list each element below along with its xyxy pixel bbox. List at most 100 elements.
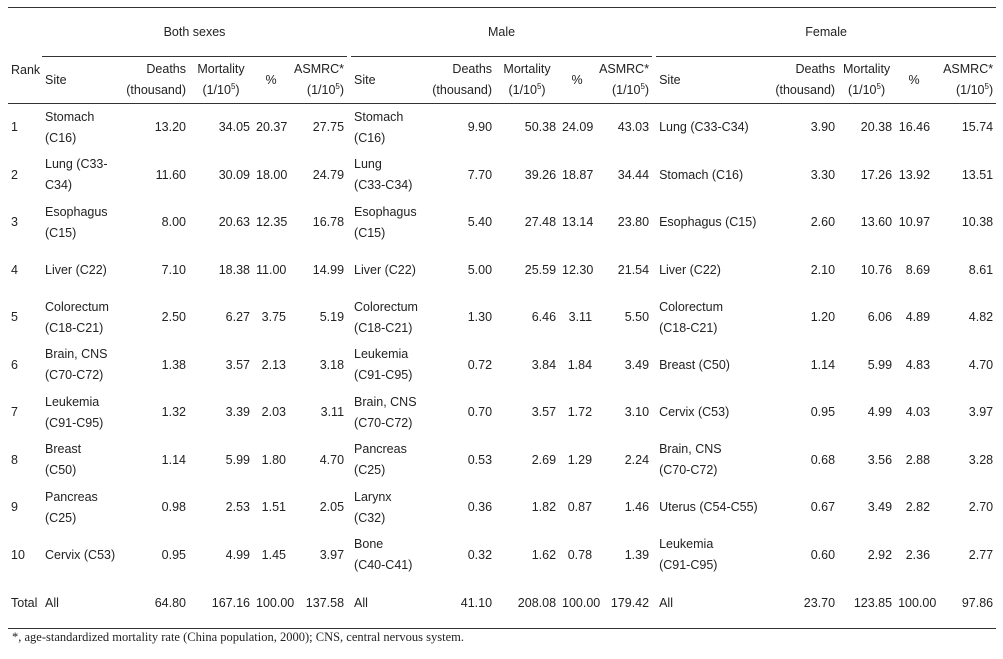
asmrc-cell: 16.78 <box>312 215 345 230</box>
site-name: Lung <box>354 157 382 172</box>
site-cell: Cervix (C53) <box>42 532 119 580</box>
site-cell: Liver (C22) <box>351 247 427 295</box>
table-row: 5 Colorectum (C18-C21) 2.50 6.27 3.75 5.19 Colo… <box>8 294 996 342</box>
site-cell: Stomach (C16) <box>42 104 119 152</box>
deaths-cell: 5.00 <box>467 262 493 277</box>
mortality-cell: 2.92 <box>867 547 893 562</box>
site-cell: Pancreas (C25) <box>351 437 427 485</box>
footnote: *, age-standardized mortality rate (Chin… <box>12 630 464 644</box>
site-name: Esophagus <box>45 204 108 219</box>
rank-cell: 8 <box>11 452 18 467</box>
site-cell: Liver (C22) <box>656 247 766 295</box>
asmrc-cell: 14.99 <box>312 262 345 277</box>
deaths-cell: 0.67 <box>810 500 836 515</box>
site-name: Leukemia <box>45 394 100 409</box>
pct-cell: 4.83 <box>905 357 931 372</box>
site-name: Leukemia <box>659 537 714 552</box>
site-name: Lung (C33-C34) <box>659 120 749 135</box>
deaths-cell: 0.32 <box>467 547 493 562</box>
asmrc-cell: 3.97 <box>319 547 345 562</box>
site-cell: Cervix (C53) <box>656 389 766 437</box>
deaths-cell: 2.60 <box>810 215 836 230</box>
deaths-cell: 9.90 <box>467 120 493 135</box>
col-asmrc: ASMRC* (1/105) <box>599 62 650 97</box>
asmrc-cell: 4.70 <box>968 357 994 372</box>
rank-cell: 5 <box>11 310 18 325</box>
pct-cell: 18.00 <box>256 167 288 182</box>
site-name: Larynx <box>354 489 392 504</box>
site-code: (C70-C72) <box>659 463 718 478</box>
col-mortality: Mortality (1/105) <box>197 62 245 97</box>
mortality-table: Rank Both sexes Male Female Site Deaths(… <box>8 7 997 629</box>
deaths-cell: 1.30 <box>467 310 493 325</box>
pct-cell: 2.88 <box>905 452 931 467</box>
asmrc-cell: 3.97 <box>968 405 994 420</box>
pct-cell: 100.00 <box>559 579 600 629</box>
asmrc-cell: 137.58 <box>289 579 348 629</box>
mortality-cell: 3.56 <box>867 452 893 467</box>
pct-cell: 8.69 <box>905 262 931 277</box>
pct-cell: 100.00 <box>895 579 936 629</box>
site-code: (C91-C95) <box>45 415 104 430</box>
rank-cell: 1 <box>11 120 18 135</box>
site-code: (C50) <box>45 463 77 478</box>
asmrc-cell: 2.77 <box>968 547 994 562</box>
col-pct: % <box>571 72 583 87</box>
site-code: C34) <box>45 178 73 193</box>
table-row: 3 Esophagus (C15) 8.00 20.63 12.35 16.78 Esopha… <box>8 199 996 247</box>
site-name: Esophagus (C15) <box>659 215 757 230</box>
site-cell: Lung (C33-C34) <box>656 104 766 152</box>
site-name: Lung (C33- <box>45 157 108 172</box>
pct-cell: 2.82 <box>905 500 931 515</box>
site-code: (C15) <box>354 225 386 240</box>
site-code: (C33-C34) <box>354 178 413 193</box>
site-name: Stomach <box>45 109 95 124</box>
rank-cell: 10 <box>11 547 25 562</box>
col-deaths: Deaths (thousand) <box>126 62 186 97</box>
site-cell: Stomach (C16) <box>656 152 766 200</box>
site-cell: Larynx (C32) <box>351 484 427 532</box>
site-cell: Brain, CNS (C70-C72) <box>656 437 766 485</box>
site-cell: Colorectum (C18-C21) <box>42 294 119 342</box>
rank-cell: 7 <box>11 405 18 420</box>
site-cell: Esophagus (C15) <box>42 199 119 247</box>
table-row: 9 Pancreas (C25) 0.98 2.53 1.51 2.05 Larynx (C32… <box>8 484 996 532</box>
site-code: (C32) <box>354 510 386 525</box>
site-name: Liver (C22) <box>354 262 416 277</box>
col-asmrc: ASMRC* (1/105) <box>294 62 345 97</box>
pct-cell: 3.75 <box>261 310 286 325</box>
asmrc-cell: 24.79 <box>312 167 345 182</box>
deaths-cell: 11.60 <box>155 167 186 182</box>
mortality-cell: 25.59 <box>524 262 557 277</box>
site-cell: Liver (C22) <box>42 247 119 295</box>
site-name: Pancreas <box>354 442 407 457</box>
deaths-cell: 7.70 <box>467 167 493 182</box>
col-deaths: Deaths (thousand) <box>775 62 836 97</box>
table-body: 1 Stomach (C16) 13.20 34.05 20.37 27.75 Stomach… <box>8 104 997 629</box>
deaths-cell: 0.36 <box>467 500 493 515</box>
pct-cell: 100.00 <box>253 579 294 629</box>
site-code: (C18-C21) <box>354 320 413 335</box>
pct-cell: 2.36 <box>905 547 931 562</box>
pct-cell: 12.35 <box>256 215 288 230</box>
asmrc-cell: 3.28 <box>968 452 994 467</box>
asmrc-cell: 1.39 <box>624 547 650 562</box>
site-code: (C16) <box>45 130 77 145</box>
site-name: Leukemia <box>354 347 409 362</box>
mortality-cell: 3.57 <box>225 357 250 372</box>
site-cell: All <box>351 579 428 629</box>
rank-cell: 6 <box>11 357 18 372</box>
mortality-cell: 3.57 <box>531 405 557 420</box>
deaths-cell: 3.90 <box>810 120 836 135</box>
asmrc-cell: 23.80 <box>617 215 650 230</box>
site-cell: Esophagus (C15) <box>351 199 427 247</box>
deaths-cell: 41.10 <box>427 579 496 629</box>
table-row: 4 Liver (C22) 7.10 18.38 11.00 14.99 Liver (C2… <box>8 247 996 295</box>
site-name: Bone <box>354 537 384 552</box>
pct-cell: 11.00 <box>256 262 287 277</box>
deaths-cell: 0.70 <box>467 405 493 420</box>
deaths-cell: 5.40 <box>467 215 493 230</box>
site-cell: Lung (C33-C34) <box>351 152 427 200</box>
pct-cell: 13.92 <box>898 167 931 182</box>
mortality-cell: 6.46 <box>531 310 557 325</box>
